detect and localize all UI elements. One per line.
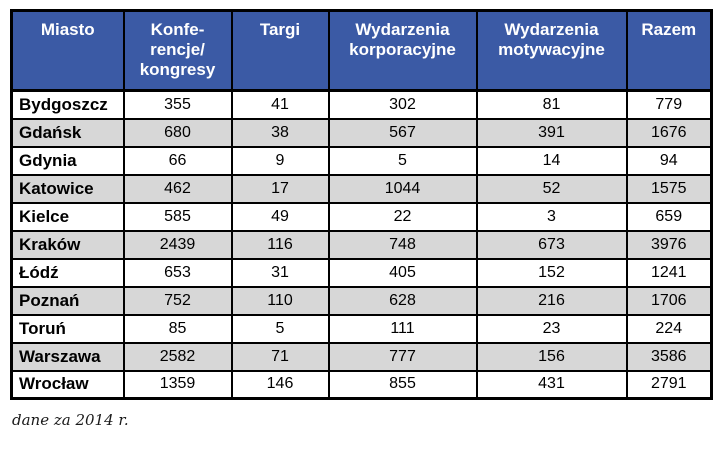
table-row: Toruń 85 5 111 23 224: [10, 313, 713, 344]
value-cell: 224: [625, 313, 713, 344]
value-cell: 752: [122, 285, 233, 316]
city-cell: Bydgoszcz: [10, 89, 125, 120]
table-row: Gdańsk 680 38 567 391 1676: [10, 117, 713, 148]
table-body: Bydgoszcz 355 41 302 81 779 Gdańsk 680 38 567 391 1…: [10, 89, 713, 400]
value-cell: 659: [625, 201, 713, 232]
value-cell: 567: [327, 117, 478, 148]
value-cell: 431: [475, 369, 628, 400]
value-cell: 680: [122, 117, 233, 148]
column-header: Wydarzenia korporacyjne: [327, 9, 478, 92]
column-header: Konfe- rencje/ kongresy: [122, 9, 233, 92]
value-cell: 66: [122, 145, 233, 176]
value-cell: 38: [230, 117, 330, 148]
city-cell: Warszawa: [10, 341, 125, 372]
value-cell: 116: [230, 229, 330, 260]
table-row: Gdynia 66 9 5 14 94: [10, 145, 713, 176]
value-cell: 2791: [625, 369, 713, 400]
city-cell: Kielce: [10, 201, 125, 232]
city-cell: Kraków: [10, 229, 125, 260]
value-cell: 628: [327, 285, 478, 316]
table-row: Katowice 462 17 1044 52 1575: [10, 173, 713, 204]
city-cell: Gdynia: [10, 145, 125, 176]
header-row: Miasto Konfe- rencje/ kongresy Targi Wydarz…: [10, 9, 713, 92]
value-cell: 111: [327, 313, 478, 344]
value-cell: 22: [327, 201, 478, 232]
value-cell: 49: [230, 201, 330, 232]
value-cell: 94: [625, 145, 713, 176]
value-cell: 5: [327, 145, 478, 176]
value-cell: 2582: [122, 341, 233, 372]
value-cell: 41: [230, 89, 330, 120]
value-cell: 855: [327, 369, 478, 400]
value-cell: 405: [327, 257, 478, 288]
value-cell: 23: [475, 313, 628, 344]
value-cell: 1676: [625, 117, 713, 148]
table-row: Bydgoszcz 355 41 302 81 779: [10, 89, 713, 120]
column-header: Razem: [625, 9, 713, 92]
value-cell: 585: [122, 201, 233, 232]
column-header: Wydarzenia motywacyjne: [475, 9, 628, 92]
footnote: dane za 2014 r.: [12, 411, 129, 429]
value-cell: 110: [230, 285, 330, 316]
value-cell: 1706: [625, 285, 713, 316]
value-cell: 156: [475, 341, 628, 372]
column-header: Miasto: [10, 9, 125, 92]
value-cell: 17: [230, 173, 330, 204]
value-cell: 779: [625, 89, 713, 120]
value-cell: 5: [230, 313, 330, 344]
value-cell: 391: [475, 117, 628, 148]
city-cell: Gdańsk: [10, 117, 125, 148]
value-cell: 81: [475, 89, 628, 120]
city-cell: Wrocław: [10, 369, 125, 400]
value-cell: 14: [475, 145, 628, 176]
value-cell: 85: [122, 313, 233, 344]
city-cell: Łódź: [10, 257, 125, 288]
value-cell: 355: [122, 89, 233, 120]
value-cell: 653: [122, 257, 233, 288]
city-cell: Toruń: [10, 313, 125, 344]
table-row: Łódź 653 31 405 152 1241: [10, 257, 713, 288]
value-cell: 748: [327, 229, 478, 260]
value-cell: 152: [475, 257, 628, 288]
column-header: Targi: [230, 9, 330, 92]
table-row: Kraków 2439 116 748 673 3976: [10, 229, 713, 260]
table-row: Warszawa 2582 71 777 156 3586: [10, 341, 713, 372]
value-cell: 673: [475, 229, 628, 260]
value-cell: 31: [230, 257, 330, 288]
value-cell: 9: [230, 145, 330, 176]
value-cell: 2439: [122, 229, 233, 260]
value-cell: 146: [230, 369, 330, 400]
city-cell: Katowice: [10, 173, 125, 204]
value-cell: 1575: [625, 173, 713, 204]
value-cell: 462: [122, 173, 233, 204]
value-cell: 52: [475, 173, 628, 204]
value-cell: 3: [475, 201, 628, 232]
value-cell: 71: [230, 341, 330, 372]
value-cell: 1359: [122, 369, 233, 400]
table-row: Kielce 585 49 22 3 659: [10, 201, 713, 232]
value-cell: 3586: [625, 341, 713, 372]
value-cell: 216: [475, 285, 628, 316]
value-cell: 302: [327, 89, 478, 120]
table-row: Wrocław 1359 146 855 431 2791: [10, 369, 713, 400]
value-cell: 1241: [625, 257, 713, 288]
table-row: Poznań 752 110 628 216 1706: [10, 285, 713, 316]
city-cell: Poznań: [10, 285, 125, 316]
value-cell: 777: [327, 341, 478, 372]
value-cell: 1044: [327, 173, 478, 204]
events-table: Miasto Konfe- rencje/ kongresy Targi Wydarz…: [10, 9, 713, 400]
value-cell: 3976: [625, 229, 713, 260]
